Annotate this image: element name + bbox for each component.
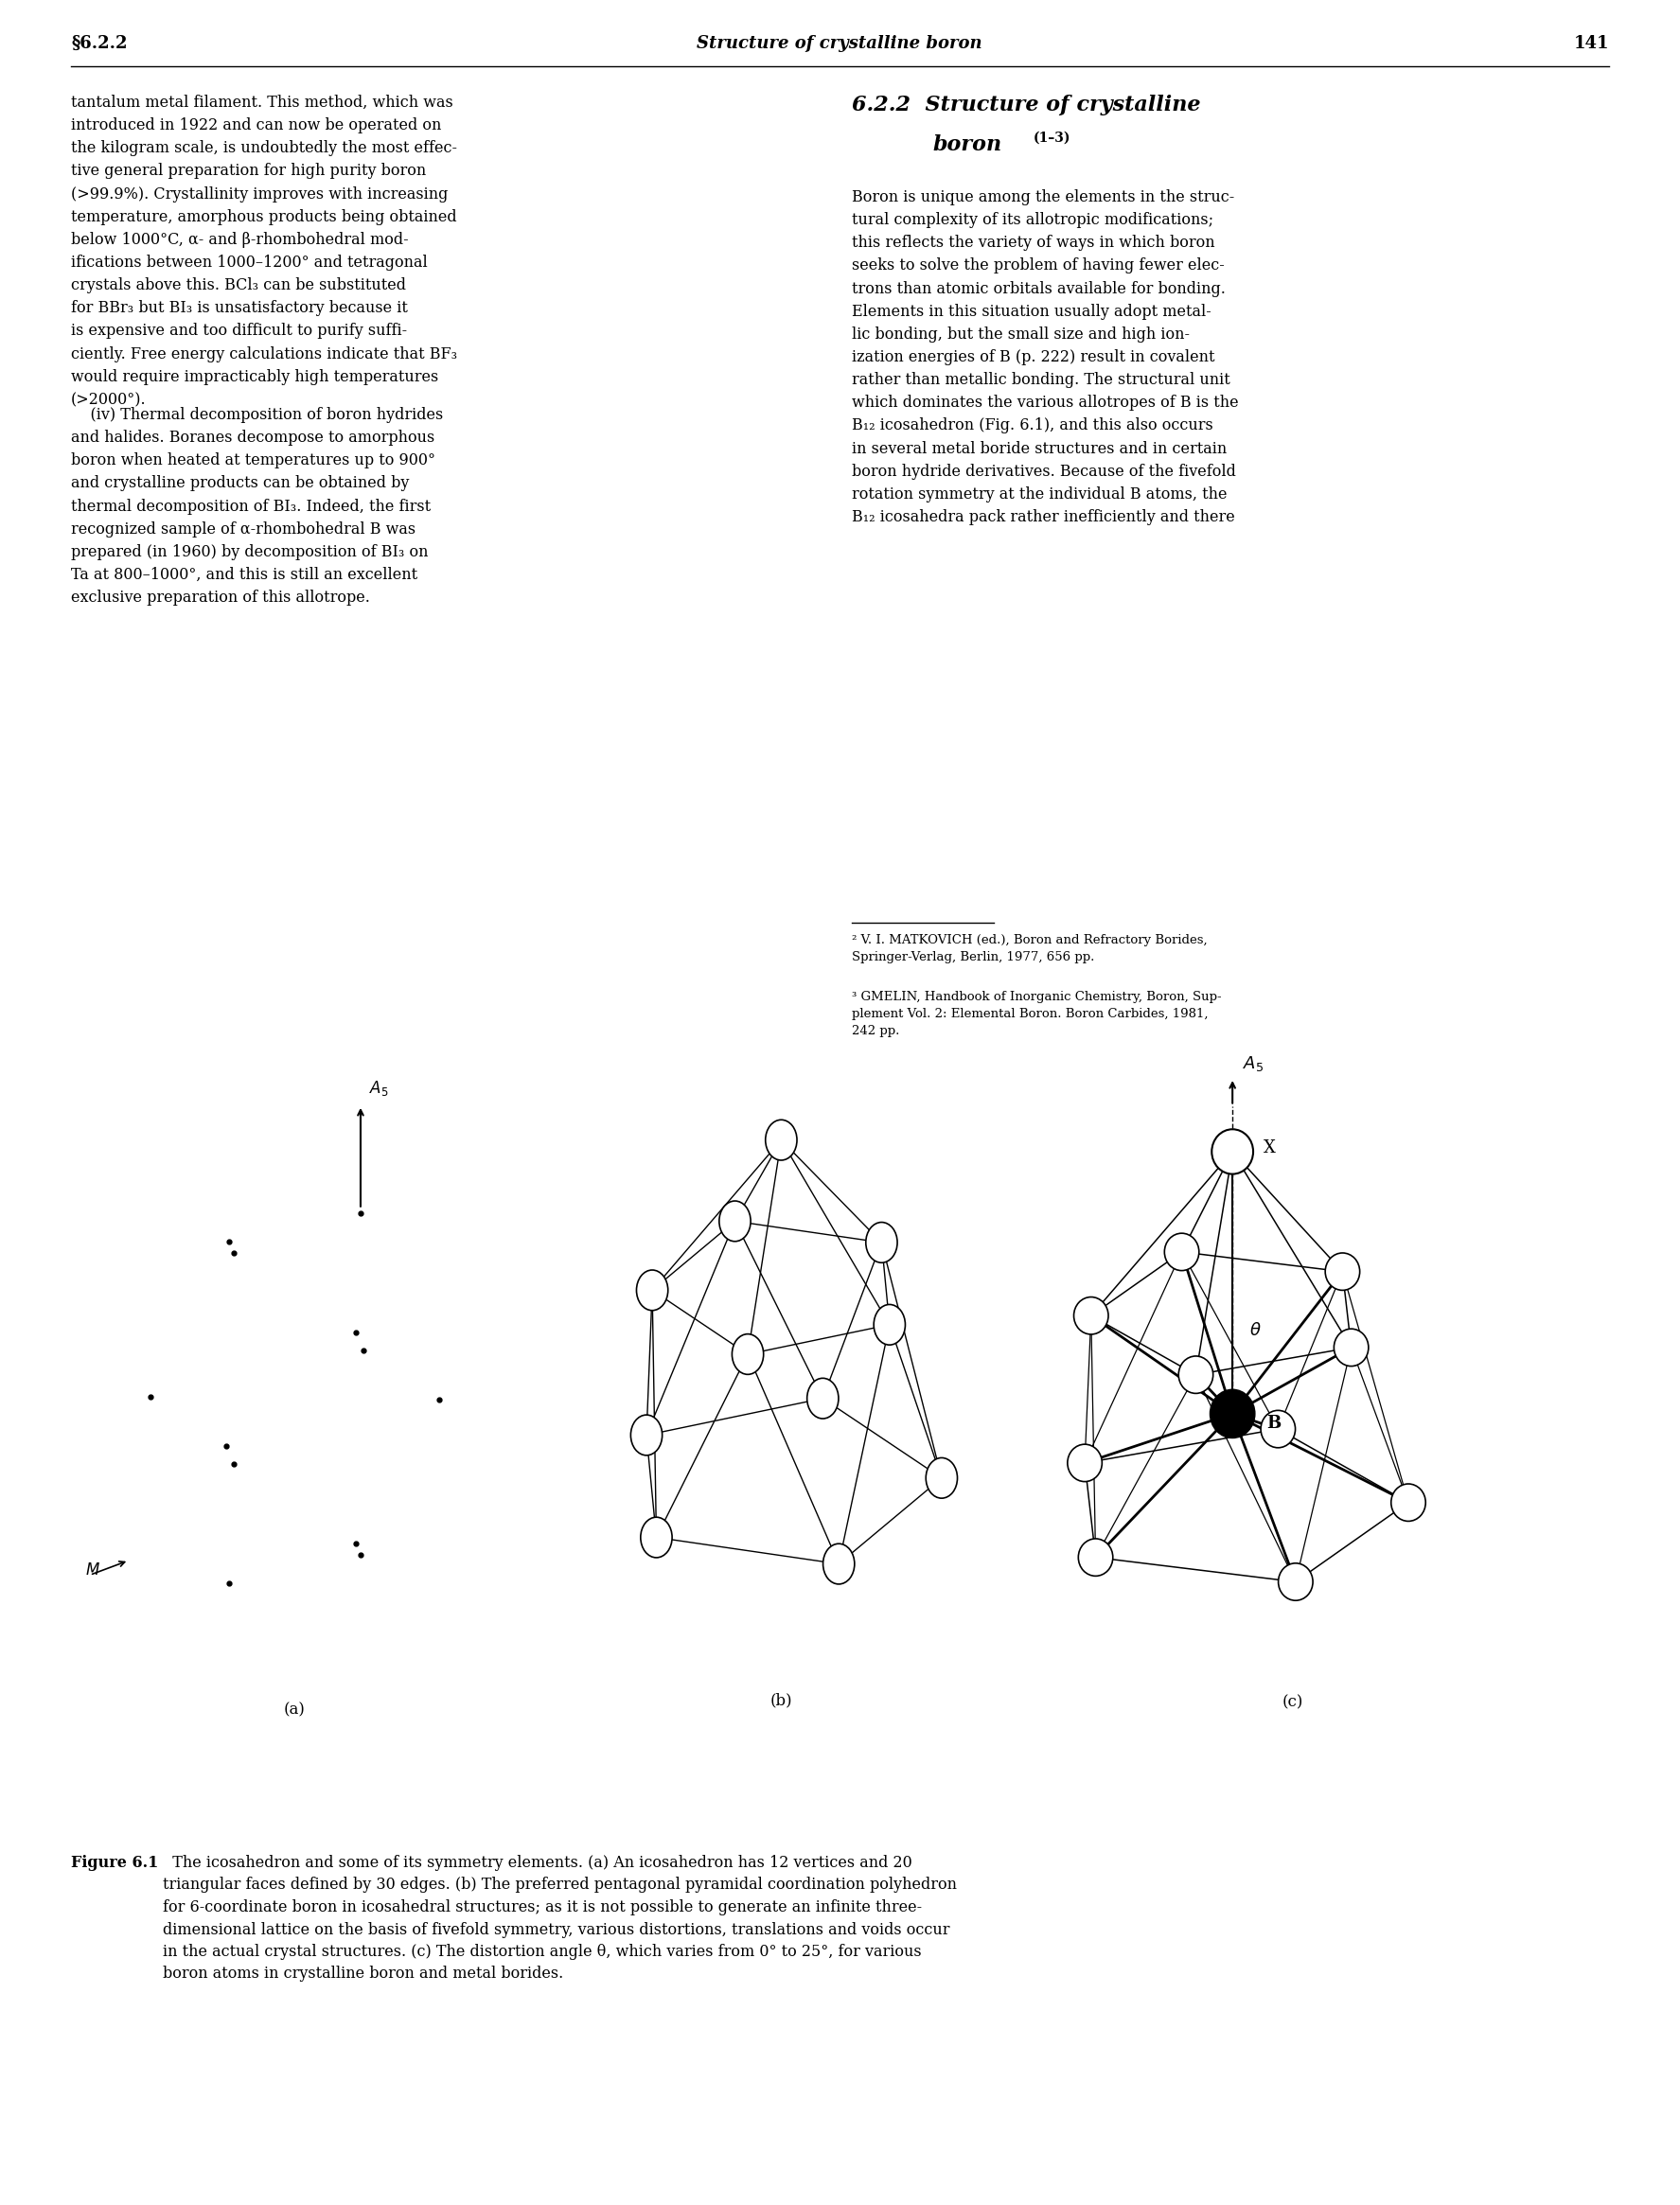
Text: (b): (b) bbox=[769, 1693, 793, 1709]
Text: 6.2.2  Structure of crystalline: 6.2.2 Structure of crystalline bbox=[852, 95, 1201, 115]
Text: (1–3): (1–3) bbox=[1033, 132, 1070, 146]
Circle shape bbox=[732, 1334, 763, 1374]
Text: ² V. I. MATKOVICH (ed.), Boron and Refractory Borides,
Springer-Verlag, Berlin, : ² V. I. MATKOVICH (ed.), Boron and Refra… bbox=[852, 935, 1208, 964]
Circle shape bbox=[1210, 1389, 1255, 1438]
Text: Structure of crystalline boron: Structure of crystalline boron bbox=[697, 35, 983, 53]
Text: X: X bbox=[1263, 1140, 1275, 1155]
Circle shape bbox=[719, 1202, 751, 1241]
Text: $M$: $M$ bbox=[86, 1563, 101, 1579]
Circle shape bbox=[630, 1416, 662, 1455]
Text: 141: 141 bbox=[1574, 35, 1609, 53]
Circle shape bbox=[806, 1378, 838, 1418]
Text: The icosahedron and some of its symmetry elements. (a) An icosahedron has 12 ver: The icosahedron and some of its symmetry… bbox=[163, 1854, 958, 1982]
Circle shape bbox=[926, 1458, 958, 1497]
Circle shape bbox=[637, 1270, 669, 1310]
Circle shape bbox=[640, 1517, 672, 1557]
Text: B: B bbox=[1267, 1416, 1282, 1431]
Text: (c): (c) bbox=[1282, 1693, 1304, 1711]
Circle shape bbox=[1079, 1539, 1112, 1577]
Text: boron: boron bbox=[932, 135, 1001, 154]
Circle shape bbox=[1326, 1252, 1359, 1290]
Circle shape bbox=[1067, 1444, 1102, 1482]
Circle shape bbox=[1211, 1129, 1253, 1173]
Circle shape bbox=[1074, 1297, 1109, 1334]
Circle shape bbox=[766, 1120, 796, 1160]
Circle shape bbox=[1278, 1563, 1312, 1601]
Text: Figure 6.1: Figure 6.1 bbox=[71, 1854, 158, 1870]
Circle shape bbox=[823, 1544, 855, 1583]
Circle shape bbox=[874, 1305, 906, 1345]
Circle shape bbox=[1164, 1233, 1200, 1270]
Circle shape bbox=[865, 1222, 897, 1263]
Text: (iv) Thermal decomposition of boron hydrides
and halides. Boranes decompose to a: (iv) Thermal decomposition of boron hydr… bbox=[71, 408, 444, 606]
Circle shape bbox=[1179, 1356, 1213, 1394]
Text: (a): (a) bbox=[284, 1702, 306, 1718]
Circle shape bbox=[1334, 1330, 1369, 1367]
Circle shape bbox=[1391, 1484, 1426, 1521]
Text: $\theta$: $\theta$ bbox=[1250, 1323, 1262, 1338]
Text: tantalum metal filament. This method, which was
introduced in 1922 and can now b: tantalum metal filament. This method, wh… bbox=[71, 95, 457, 408]
Text: $A_5$: $A_5$ bbox=[370, 1078, 388, 1098]
Text: §6.2.2: §6.2.2 bbox=[71, 35, 128, 53]
Text: Boron is unique among the elements in the struc-
tural complexity of its allotro: Boron is unique among the elements in th… bbox=[852, 190, 1238, 525]
Text: $A_5$: $A_5$ bbox=[1243, 1054, 1263, 1074]
Circle shape bbox=[1260, 1411, 1295, 1449]
Text: ³ GMELIN, Handbook of Inorganic Chemistry, Boron, Sup-
plement Vol. 2: Elemental: ³ GMELIN, Handbook of Inorganic Chemistr… bbox=[852, 990, 1221, 1036]
